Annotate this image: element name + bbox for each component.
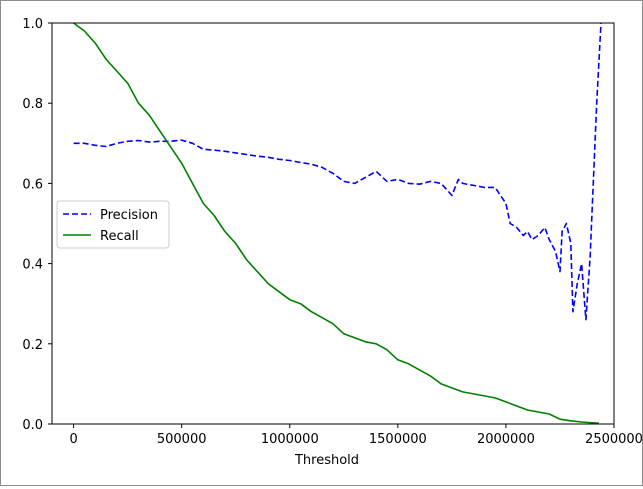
legend-box [56,200,170,249]
axes-layer: 0 500000 1000000 1500000 2000000 2500000 0.0 0.… [22,17,643,447]
x-tick-label: 1500000 [369,432,427,447]
series-line-precision [73,22,602,321]
plot-border [51,22,615,425]
y-tick-label: 0.8 [22,97,43,112]
x-axis-label: Threshold [294,453,359,468]
x-tick-label: 2500000 [585,432,642,447]
x-tick-label: 500000 [157,432,207,447]
legend: Precision Recall [56,200,170,249]
y-tick-label: 0.2 [22,338,43,353]
y-tick-label: 0.0 [22,418,43,433]
x-tick-label: 0 [69,432,77,447]
legend-label-precision: Precision [100,208,158,223]
series-line-recall [73,22,599,424]
x-tick-label: 2000000 [477,432,535,447]
y-tick-label: 0.4 [22,258,43,273]
y-tick-label: 1.0 [22,17,43,32]
y-tick-label: 0.6 [22,177,43,192]
x-tick-label: 1000000 [261,432,319,447]
legend-label-recall: Recall [100,229,139,244]
series-layer [73,22,602,424]
